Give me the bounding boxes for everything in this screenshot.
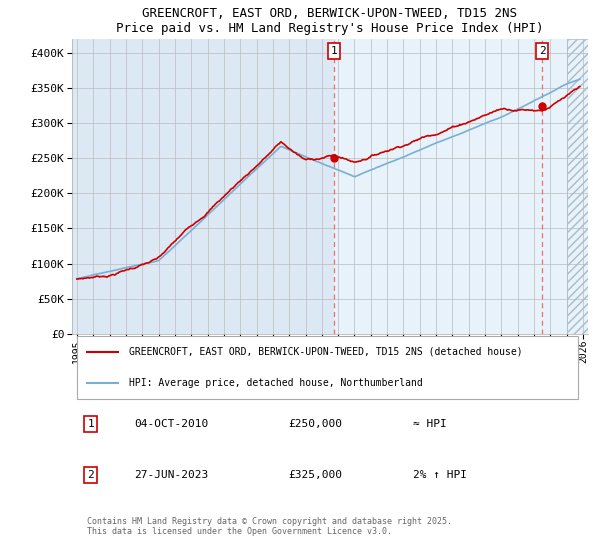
Text: 1: 1 <box>331 46 337 56</box>
Title: GREENCROFT, EAST ORD, BERWICK-UPON-TWEED, TD15 2NS
Price paid vs. HM Land Regist: GREENCROFT, EAST ORD, BERWICK-UPON-TWEED… <box>116 7 544 35</box>
FancyBboxPatch shape <box>77 337 578 399</box>
Text: £250,000: £250,000 <box>289 419 343 429</box>
Bar <box>567 39 588 334</box>
Text: Contains HM Land Registry data © Crown copyright and database right 2025.
This d: Contains HM Land Registry data © Crown c… <box>88 517 452 536</box>
Text: £325,000: £325,000 <box>289 470 343 480</box>
Text: HPI: Average price, detached house, Northumberland: HPI: Average price, detached house, Nort… <box>129 378 422 388</box>
Text: 04-OCT-2010: 04-OCT-2010 <box>134 419 208 429</box>
Bar <box>334 39 588 334</box>
Text: 2: 2 <box>88 470 94 480</box>
Text: 2% ↑ HPI: 2% ↑ HPI <box>413 470 467 480</box>
Text: 2: 2 <box>539 46 545 56</box>
Bar <box>567 39 588 334</box>
Text: 1: 1 <box>88 419 94 429</box>
Text: ≈ HPI: ≈ HPI <box>413 419 446 429</box>
Text: 27-JUN-2023: 27-JUN-2023 <box>134 470 208 480</box>
Text: GREENCROFT, EAST ORD, BERWICK-UPON-TWEED, TD15 2NS (detached house): GREENCROFT, EAST ORD, BERWICK-UPON-TWEED… <box>129 347 523 357</box>
